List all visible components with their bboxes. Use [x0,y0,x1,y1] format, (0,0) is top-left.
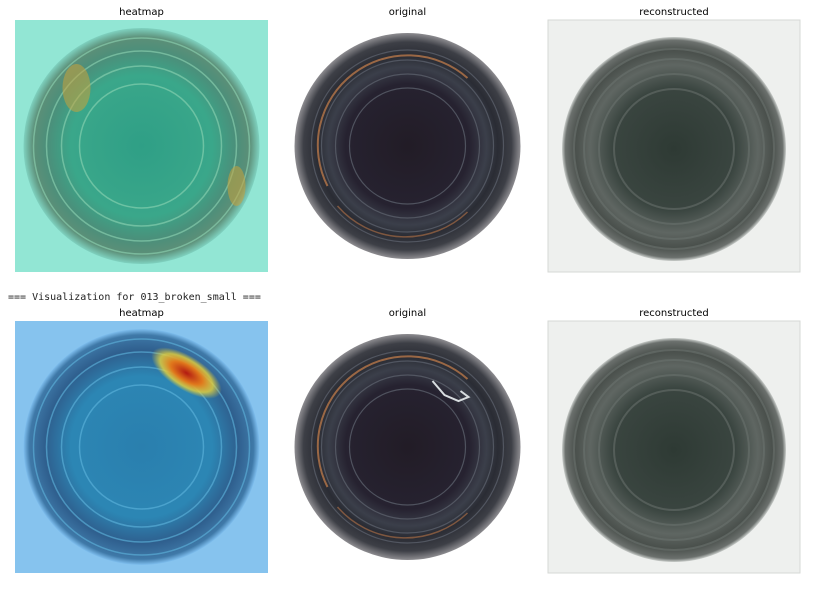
rim-highlight [316,355,469,488]
ring [583,58,765,240]
ring [334,374,481,520]
ring [348,87,467,205]
ring [45,50,238,242]
bottle [562,338,786,562]
panel-image [547,19,801,273]
panel-title: heatmap [119,308,164,319]
bottle [23,28,260,264]
ring [32,338,251,556]
ring [598,73,750,225]
panel-image [294,334,521,560]
panel-title: reconstructed [639,7,709,18]
ring [60,65,223,227]
ring [613,88,735,210]
ring [310,49,505,243]
rim-highlight [316,54,469,187]
ring [320,360,495,534]
rim-highlight [336,205,469,238]
panel-image [15,321,268,573]
rim-highlight [336,506,469,539]
panel-title: reconstructed [639,308,709,319]
panel-image [547,320,801,574]
ring [583,359,765,541]
panel-title: original [389,7,426,18]
ring [78,83,205,209]
ring [45,351,238,543]
panel-image [15,20,268,272]
section-header: === Visualization for 013_broken_small =… [8,292,261,303]
panel-title: original [389,308,426,319]
ring [310,350,505,544]
bottle [294,33,521,259]
ring [78,384,205,510]
bottle [23,329,260,565]
crack [431,380,471,403]
warm-spot [227,166,246,206]
ring [32,37,251,255]
ring [60,366,223,528]
ring [573,349,775,551]
panel-image [294,33,521,259]
ring [598,374,750,526]
ring [334,73,481,219]
anomaly [151,347,222,399]
bottle [294,334,521,560]
panel-title: heatmap [119,7,164,18]
bottle [562,37,786,261]
ring [613,389,735,511]
ring [348,388,467,506]
ring [573,48,775,250]
warm-spot [62,64,91,112]
ring [320,59,495,233]
